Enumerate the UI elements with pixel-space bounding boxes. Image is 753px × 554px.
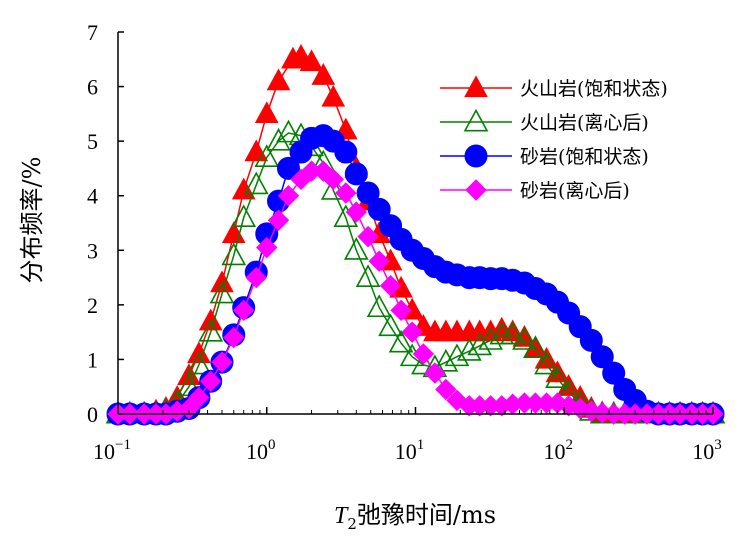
data-point: [186, 351, 212, 375]
data-point: [545, 365, 570, 388]
data-point: [579, 328, 603, 352]
data-point: [266, 127, 291, 151]
data-point: [456, 338, 482, 361]
x-tick-label: 101: [395, 437, 425, 464]
data-point: [256, 236, 278, 259]
data-point: [211, 351, 233, 373]
data-point: [200, 370, 222, 392]
data-point: [277, 185, 300, 207]
data-point: [424, 362, 446, 384]
data-point: [266, 68, 291, 91]
x-tick-label: 100: [246, 437, 276, 464]
data-point: [221, 242, 247, 266]
data-point: [500, 321, 526, 345]
legend-item-3: 砂岩(饱和状态): [440, 144, 649, 168]
legend-label: 砂岩(离心后): [520, 180, 630, 202]
data-point: [523, 335, 548, 358]
data-point: [602, 361, 626, 385]
y-tick-label: 0: [87, 402, 98, 427]
data-point: [276, 156, 300, 180]
data-point: [254, 101, 279, 124]
data-point: [433, 348, 459, 372]
legend-label: 火山岩(饱和状态): [520, 78, 668, 100]
data-point: [334, 140, 358, 164]
data-point: [299, 49, 324, 72]
legend-label: 火山岩(离心后): [520, 112, 649, 134]
x-tick-label: 103: [692, 437, 722, 464]
legend: 火山岩(饱和状态) 火山岩(离心后) 砂岩(饱和状态) 砂岩(离心后): [440, 75, 668, 202]
data-point: [345, 201, 368, 223]
legend-label: 砂岩(饱和状态): [520, 146, 649, 168]
y-tick-label: 5: [87, 129, 98, 154]
legend-item-1: 火山岩(饱和状态): [440, 75, 668, 100]
data-point: [335, 182, 357, 204]
x-axis-title: T2弛豫时间/ms: [334, 501, 496, 533]
data-point: [243, 171, 269, 195]
y-tick-label: 1: [87, 347, 98, 372]
data-point: [467, 332, 493, 356]
data-point: [478, 327, 503, 350]
data-point: [276, 119, 301, 143]
x-tick-label: 10−1: [93, 437, 131, 464]
legend-marker: [464, 144, 488, 168]
data-point: [254, 144, 280, 167]
x-tick-label: 102: [544, 437, 574, 464]
data-point: [388, 329, 414, 353]
data-point: [367, 197, 391, 221]
data-point: [379, 275, 402, 297]
data-point: [590, 345, 614, 369]
y-axis-title: 分布频率/%: [18, 157, 46, 284]
data-point: [322, 168, 344, 191]
data-point: [500, 319, 525, 342]
data-point: [188, 386, 210, 409]
data-point: [390, 299, 412, 322]
data-point: [355, 264, 381, 288]
data-point: [366, 294, 392, 318]
data-point: [412, 343, 435, 365]
y-tick-label: 7: [87, 20, 98, 45]
y-tick-label: 4: [87, 184, 98, 209]
data-point: [267, 209, 290, 231]
y-tick-label: 3: [87, 238, 98, 263]
data-point: [321, 84, 346, 107]
data-point: [223, 326, 245, 349]
data-point: [356, 181, 380, 205]
series-layer: [105, 43, 726, 426]
data-point: [435, 378, 457, 401]
data-point: [343, 237, 369, 260]
legend-marker: [463, 108, 489, 132]
data-point: [378, 313, 403, 337]
legend-item-2: 火山岩(离心后): [440, 108, 649, 134]
data-point: [368, 250, 390, 272]
axes: 0 1 2 3 4 5 6 7 10−1 100 101 102 103: [87, 20, 722, 464]
data-point: [534, 351, 559, 375]
data-point: [245, 266, 267, 289]
series-3: [106, 124, 725, 426]
legend-marker: [465, 179, 487, 201]
y-tick-label: 2: [87, 293, 98, 318]
data-point: [512, 327, 537, 350]
legend-marker: [464, 75, 488, 98]
data-point: [209, 280, 235, 304]
data-point: [231, 204, 257, 228]
data-point: [401, 321, 423, 343]
legend-item-4: 砂岩(离心后): [440, 179, 630, 202]
data-point: [344, 162, 368, 186]
data-point: [444, 343, 470, 367]
data-point: [357, 225, 379, 248]
y-tick-label: 6: [87, 75, 98, 100]
data-point: [311, 63, 336, 85]
data-point: [320, 177, 346, 200]
data-point: [233, 299, 255, 322]
data-point: [198, 318, 224, 342]
